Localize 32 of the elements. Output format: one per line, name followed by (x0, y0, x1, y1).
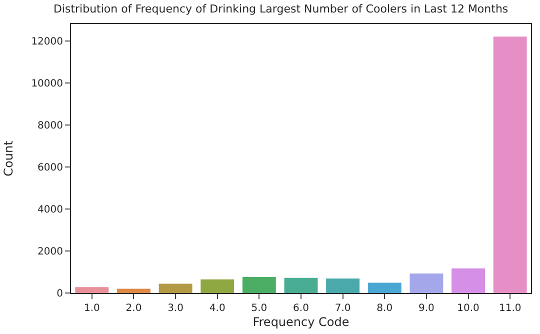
y-tick-label: 6000 (38, 162, 63, 174)
bar (158, 284, 192, 293)
x-axis-title: Frequency Code (252, 314, 350, 329)
x-tick-label: 4.0 (209, 303, 226, 314)
x-tick-label: 8.0 (376, 303, 393, 314)
x-tick-label: 3.0 (168, 303, 184, 314)
x-tick-label: 5.0 (251, 303, 268, 314)
x-tick-label: 10.0 (457, 303, 480, 314)
bar (493, 36, 527, 293)
bar (75, 287, 109, 293)
x-tick-label: 7.0 (334, 303, 351, 314)
y-tick-label: 12000 (31, 36, 63, 48)
y-tick-label: 0 (56, 288, 63, 300)
bar (200, 279, 234, 293)
x-tick-label: 1.0 (84, 303, 100, 314)
y-tick-label: 2000 (38, 246, 63, 258)
bar (410, 273, 444, 293)
bar (117, 288, 150, 293)
x-tick-label: 2.0 (126, 303, 142, 314)
x-tick-label: 11.0 (498, 303, 522, 314)
bar (242, 277, 276, 293)
bar (284, 278, 318, 293)
x-tick-label: 6.0 (293, 303, 309, 314)
bar (368, 282, 402, 293)
y-tick-label: 10000 (31, 78, 63, 90)
y-tick-label: 4000 (38, 204, 63, 216)
chart-title: Distribution of Frequency of Drinking Largest Number of Coolers in Last 12 Months (53, 2, 508, 16)
bar (452, 268, 485, 293)
x-tick-label: 9.0 (418, 303, 434, 314)
y-tick-label: 8000 (38, 120, 63, 132)
bar (326, 278, 360, 293)
y-axis-title: Count (1, 140, 16, 176)
